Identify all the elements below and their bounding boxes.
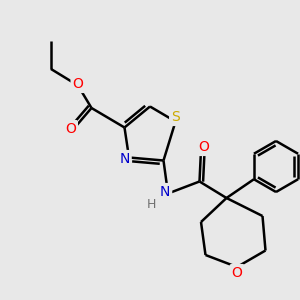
- Text: H: H: [147, 197, 156, 211]
- Text: O: O: [65, 122, 76, 136]
- Text: O: O: [232, 266, 242, 280]
- Text: N: N: [119, 152, 130, 166]
- Text: N: N: [160, 185, 170, 199]
- Text: S: S: [171, 110, 180, 124]
- Text: O: O: [73, 77, 83, 91]
- Text: O: O: [199, 140, 209, 154]
